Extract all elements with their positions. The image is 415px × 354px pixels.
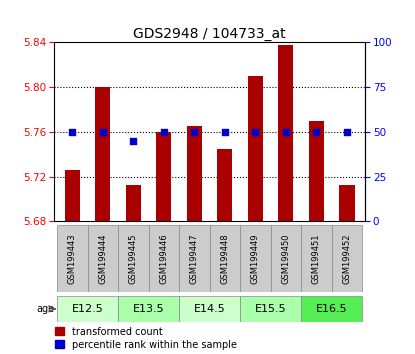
Bar [179, 225, 210, 292]
Point [100, 129, 106, 135]
Bar [179, 296, 240, 322]
Bar [118, 225, 149, 292]
Point [283, 129, 289, 135]
Point [130, 138, 137, 144]
Bar [149, 225, 179, 292]
Text: GSM199451: GSM199451 [312, 233, 321, 284]
Title: GDS2948 / 104733_at: GDS2948 / 104733_at [133, 28, 286, 41]
Text: GSM199450: GSM199450 [281, 233, 290, 284]
Point [191, 129, 198, 135]
Text: E12.5: E12.5 [72, 304, 103, 314]
Point [344, 129, 350, 135]
Bar [339, 185, 354, 221]
Text: GSM199449: GSM199449 [251, 233, 260, 284]
Text: E15.5: E15.5 [255, 304, 286, 314]
Text: GSM199443: GSM199443 [68, 233, 77, 284]
Text: E16.5: E16.5 [316, 304, 347, 314]
Bar [240, 225, 271, 292]
Bar [217, 149, 232, 221]
Bar [57, 225, 88, 292]
Bar [210, 225, 240, 292]
Bar [301, 296, 362, 322]
Bar [240, 296, 301, 322]
Text: GSM199446: GSM199446 [159, 233, 168, 284]
Bar [57, 296, 118, 322]
Bar [118, 296, 179, 322]
Bar [88, 225, 118, 292]
Bar [95, 87, 110, 221]
Text: GSM199447: GSM199447 [190, 233, 199, 284]
Text: GSM199448: GSM199448 [220, 233, 229, 284]
Bar [301, 225, 332, 292]
Bar [309, 121, 324, 221]
Bar [278, 45, 293, 221]
Text: E14.5: E14.5 [194, 304, 225, 314]
Bar [187, 126, 202, 221]
Text: E13.5: E13.5 [133, 304, 164, 314]
Bar [126, 185, 141, 221]
Bar [271, 225, 301, 292]
Bar [248, 76, 263, 221]
Bar [65, 170, 80, 221]
Text: GSM199444: GSM199444 [98, 233, 107, 284]
Point [222, 129, 228, 135]
Text: age: age [37, 304, 54, 314]
Point [69, 129, 76, 135]
Bar [332, 225, 362, 292]
Legend: transformed count, percentile rank within the sample: transformed count, percentile rank withi… [55, 327, 237, 349]
Text: GSM199445: GSM199445 [129, 233, 138, 284]
Bar [156, 132, 171, 221]
Point [252, 129, 259, 135]
Text: GSM199452: GSM199452 [342, 233, 352, 284]
Point [313, 129, 320, 135]
Point [161, 129, 167, 135]
